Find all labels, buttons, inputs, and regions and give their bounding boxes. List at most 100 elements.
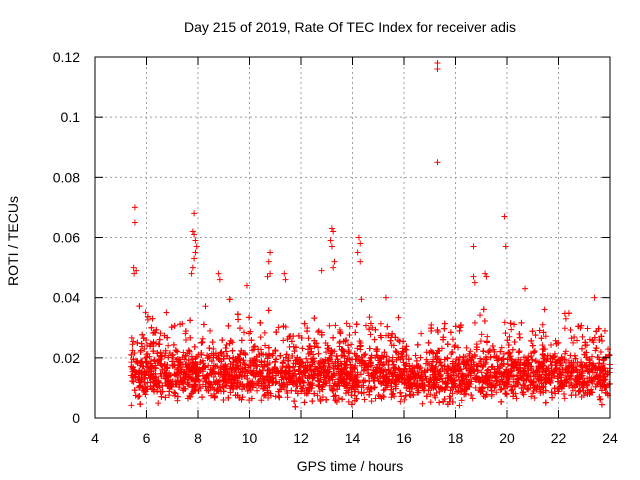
data-point — [441, 325, 448, 332]
data-point — [378, 355, 385, 362]
data-point — [502, 381, 509, 388]
data-point — [493, 354, 500, 361]
data-point — [447, 387, 454, 394]
data-point — [250, 343, 257, 350]
data-point — [436, 388, 443, 395]
data-point — [525, 367, 532, 374]
data-point — [528, 337, 535, 344]
data-point — [348, 364, 355, 371]
data-point — [423, 349, 430, 356]
data-point — [452, 367, 459, 374]
data-point — [561, 395, 568, 402]
data-point — [598, 333, 605, 340]
data-point — [412, 352, 419, 359]
data-point — [367, 320, 374, 327]
data-point — [456, 327, 463, 334]
data-point — [596, 336, 603, 343]
data-point — [568, 359, 575, 366]
data-point — [481, 318, 488, 325]
data-point — [291, 348, 298, 355]
data-point — [273, 378, 280, 385]
data-point — [502, 390, 509, 397]
data-point — [536, 327, 543, 334]
data-point — [348, 341, 355, 348]
data-point — [418, 330, 425, 337]
data-point — [578, 322, 585, 329]
data-point — [341, 353, 348, 360]
data-point — [418, 369, 425, 376]
data-point — [287, 332, 294, 339]
data-point — [397, 389, 404, 396]
data-point — [194, 373, 201, 380]
data-point — [285, 355, 292, 362]
data-point — [180, 349, 187, 356]
data-point — [530, 388, 537, 395]
data-point — [280, 358, 287, 365]
data-point — [339, 396, 346, 403]
data-point — [241, 361, 248, 368]
data-point — [599, 337, 606, 344]
data-point — [258, 397, 265, 404]
data-point — [489, 343, 496, 350]
data-point — [234, 366, 241, 373]
data-point — [298, 388, 305, 395]
data-point — [503, 391, 510, 398]
data-point — [262, 342, 269, 349]
data-point — [129, 347, 136, 354]
data-point — [528, 353, 535, 360]
data-point — [540, 383, 547, 390]
data-point — [469, 366, 476, 373]
data-point — [389, 330, 396, 337]
data-point — [516, 330, 523, 337]
data-point — [445, 372, 452, 379]
data-point — [565, 310, 572, 317]
data-point — [163, 309, 170, 316]
data-point — [375, 377, 382, 384]
data-point — [367, 331, 374, 338]
data-point — [477, 338, 484, 345]
data-point — [298, 385, 305, 392]
data-point — [187, 334, 194, 341]
data-point — [224, 369, 231, 376]
data-point — [540, 351, 547, 358]
data-point — [304, 346, 311, 353]
data-point — [599, 365, 606, 372]
data-point — [572, 377, 579, 384]
data-point — [310, 358, 317, 365]
data-point — [155, 400, 162, 407]
data-point — [185, 357, 192, 364]
data-point — [399, 353, 406, 360]
data-point — [431, 369, 438, 376]
data-point — [178, 378, 185, 385]
data-point — [378, 395, 385, 402]
data-point — [242, 351, 249, 358]
data-point — [165, 354, 172, 361]
data-point — [436, 368, 443, 375]
data-point — [401, 361, 408, 368]
data-point — [535, 376, 542, 383]
data-point — [395, 314, 402, 321]
data-point — [574, 381, 581, 388]
data-point — [586, 357, 593, 364]
data-point — [332, 322, 339, 329]
data-point — [347, 361, 354, 368]
data-point — [520, 382, 527, 389]
data-point — [199, 364, 206, 371]
data-point — [239, 381, 246, 388]
data-point — [498, 344, 505, 351]
data-point — [394, 375, 401, 382]
data-point — [426, 379, 433, 386]
data-point — [361, 396, 368, 403]
data-point — [402, 346, 409, 353]
data-point — [147, 343, 154, 350]
data-point — [457, 382, 464, 389]
data-point — [579, 345, 586, 352]
data-point — [500, 351, 507, 358]
data-point — [508, 326, 515, 333]
data-point — [172, 392, 179, 399]
data-point — [524, 385, 531, 392]
data-point — [150, 330, 157, 337]
data-point — [273, 356, 280, 363]
data-point — [207, 327, 214, 334]
data-point — [142, 309, 149, 316]
